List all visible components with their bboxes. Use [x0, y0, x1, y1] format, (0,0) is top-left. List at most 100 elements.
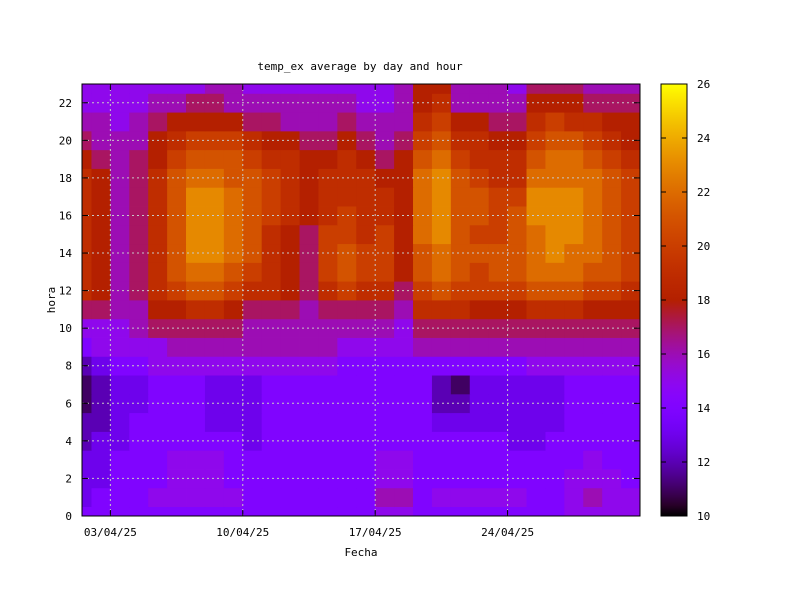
- heatmap-cell: [167, 262, 187, 282]
- heatmap-cell: [356, 450, 376, 470]
- heatmap-cell: [394, 412, 414, 432]
- heatmap-cell: [91, 469, 111, 489]
- heatmap-cell: [110, 393, 130, 414]
- heatmap-cell: [469, 93, 490, 113]
- heatmap-cell: [299, 112, 319, 132]
- heatmap-cell: [564, 84, 584, 94]
- heatmap-cell: [545, 243, 565, 263]
- heatmap-cell: [375, 506, 395, 517]
- heatmap-cell: [223, 149, 244, 169]
- heatmap-cell: [356, 412, 376, 432]
- heatmap-cell: [602, 300, 622, 320]
- heatmap-cell: [204, 300, 225, 320]
- y-axis-label: hora: [45, 287, 58, 314]
- heatmap-cell: [129, 487, 149, 508]
- heatmap-cell: [242, 375, 263, 395]
- heatmap-cell: [337, 112, 357, 132]
- heatmap-cell: [621, 487, 641, 508]
- heatmap-cell: [110, 318, 130, 338]
- heatmap-cell: [280, 393, 300, 414]
- heatmap-cell: [413, 487, 433, 508]
- heatmap-cell: [280, 318, 300, 338]
- heatmap-cell: [583, 487, 603, 508]
- heatmap-cell: [148, 412, 168, 432]
- heatmap-cell: [526, 187, 546, 207]
- heatmap-cell: [110, 84, 130, 94]
- y-tick-label: 12: [59, 285, 72, 298]
- heatmap-cell: [413, 262, 433, 282]
- heatmap-cell: [204, 356, 225, 376]
- heatmap-cell: [375, 356, 395, 376]
- heatmap-cell: [148, 112, 168, 132]
- heatmap-cell: [318, 112, 338, 132]
- heatmap-cell: [242, 262, 263, 282]
- heatmap-cell: [526, 318, 546, 338]
- heatmap-cell: [337, 262, 357, 282]
- heatmap-cell: [242, 337, 263, 357]
- heatmap-cell: [602, 450, 622, 470]
- heatmap-cell: [413, 375, 433, 395]
- heatmap-cell: [186, 337, 206, 357]
- heatmap-cell: [186, 112, 206, 132]
- colorbar-tick-label: 16: [697, 348, 710, 361]
- heatmap-cell: [583, 262, 603, 282]
- heatmap-cell: [526, 412, 546, 432]
- heatmap-cell: [110, 206, 130, 226]
- heatmap-cell: [356, 168, 376, 188]
- y-tick-label: 20: [59, 134, 72, 147]
- heatmap-cell: [299, 187, 319, 207]
- heatmap-cell: [280, 300, 300, 320]
- heatmap-cell: [299, 506, 319, 517]
- heatmap-cell: [299, 356, 319, 376]
- heatmap-cell: [431, 375, 452, 395]
- heatmap-cell: [337, 149, 357, 169]
- heatmap-cell: [318, 262, 338, 282]
- heatmap-cell: [261, 187, 282, 207]
- heatmap-cell: [621, 168, 641, 188]
- heatmap-cell: [450, 187, 471, 207]
- heatmap-cell: [602, 487, 622, 508]
- heatmap-cell: [204, 431, 225, 451]
- heatmap-cell: [186, 243, 206, 263]
- heatmap-cell: [564, 300, 584, 320]
- heatmap-cell: [545, 318, 565, 338]
- heatmap-cell: [318, 187, 338, 207]
- colorbar-tick-label: 26: [697, 78, 710, 91]
- heatmap-cell: [318, 300, 338, 320]
- heatmap-cell: [356, 469, 376, 489]
- heatmap-cell: [91, 206, 111, 226]
- heatmap-cell: [545, 262, 565, 282]
- heatmap-cell: [356, 356, 376, 376]
- heatmap-cell: [186, 412, 206, 432]
- heatmap-cell: [469, 393, 490, 414]
- heatmap-cell: [148, 84, 168, 94]
- heatmap-cell: [337, 224, 357, 245]
- heatmap-cell: [394, 450, 414, 470]
- heatmap-cell: [110, 130, 130, 151]
- heatmap-cell: [583, 84, 603, 94]
- heatmap-cell: [583, 450, 603, 470]
- heatmap-cell: [469, 130, 490, 151]
- heatmap-cell: [204, 168, 225, 188]
- heatmap-cell: [299, 300, 319, 320]
- heatmap-cell: [280, 84, 300, 94]
- heatmap-cell: [469, 149, 490, 169]
- heatmap-cell: [545, 84, 565, 94]
- heatmap-cell: [545, 187, 565, 207]
- heatmap-cell: [583, 337, 603, 357]
- heatmap-cell: [148, 337, 168, 357]
- heatmap-cell: [526, 431, 546, 451]
- heatmap-cell: [204, 487, 225, 508]
- heatmap-cell: [602, 337, 622, 357]
- heatmap-cell: [564, 187, 584, 207]
- heatmap-cell: [356, 130, 376, 151]
- heatmap-cell: [91, 356, 111, 376]
- heatmap-cell: [110, 112, 130, 132]
- heatmap-cell: [261, 375, 282, 395]
- heatmap-cell: [204, 84, 225, 94]
- heatmap-cell: [526, 281, 546, 301]
- heatmap-cell: [469, 187, 490, 207]
- heatmap-cell: [186, 149, 206, 169]
